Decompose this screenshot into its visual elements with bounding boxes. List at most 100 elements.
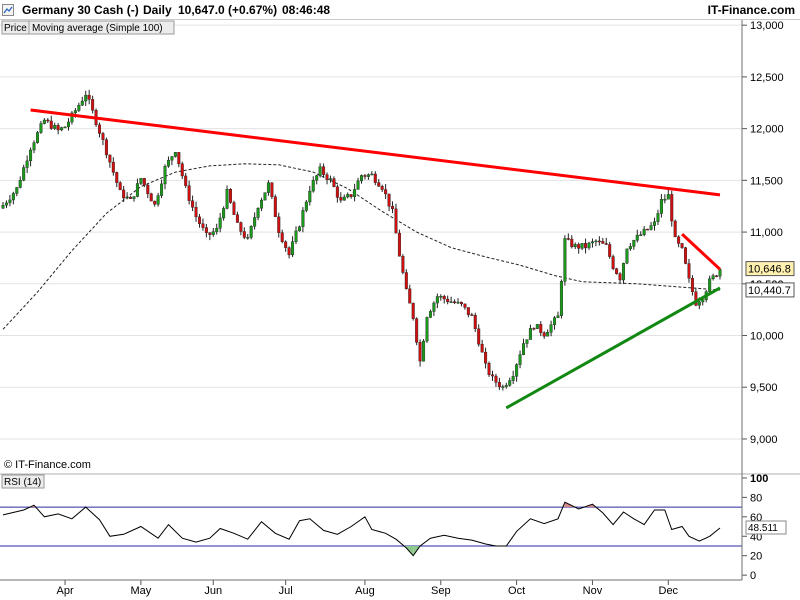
- instrument-title: Germany 30 Cash (-): [22, 3, 139, 17]
- candle: [32, 140, 36, 154]
- candle: [304, 199, 308, 213]
- candle: [63, 126, 67, 129]
- rsi-y-tick-label: 20: [750, 551, 762, 563]
- candle: [308, 185, 312, 206]
- candle: [301, 207, 305, 233]
- resistance-trendline: [681, 233, 722, 271]
- candle: [225, 185, 229, 210]
- candle: [11, 191, 15, 205]
- candle: [653, 217, 657, 231]
- rsi-line: [2, 501, 721, 557]
- y-tick-label: 10,000: [750, 331, 784, 343]
- candle: [208, 232, 212, 241]
- candle: [311, 176, 315, 193]
- candle: [380, 184, 384, 192]
- candle: [170, 156, 174, 166]
- candle: [377, 179, 381, 187]
- candle: [353, 183, 357, 202]
- candle: [504, 382, 508, 389]
- candle: [366, 173, 370, 180]
- legend-ma-box: [28, 20, 175, 35]
- candle: [580, 243, 584, 251]
- candle: [287, 246, 291, 259]
- interval-label: Daily: [143, 3, 172, 17]
- candle: [656, 209, 660, 225]
- candle: [556, 311, 560, 318]
- candle: [325, 172, 329, 185]
- candle: [139, 178, 143, 186]
- candle: [384, 184, 388, 199]
- candle: [77, 102, 81, 113]
- candle: [125, 192, 129, 200]
- candle: [246, 233, 250, 240]
- candle: [363, 174, 367, 180]
- candle: [559, 279, 563, 319]
- candle: [394, 203, 398, 234]
- y-tick-label: 13,000: [750, 20, 784, 32]
- candle: [149, 192, 153, 202]
- candle: [708, 275, 712, 295]
- candle: [56, 123, 60, 135]
- last-price-tag: 10,646.8: [748, 264, 791, 276]
- candle: [535, 324, 539, 329]
- candle: [587, 241, 591, 250]
- candle: [597, 236, 601, 246]
- candle: [415, 317, 419, 346]
- candle: [194, 201, 198, 222]
- candle: [66, 118, 70, 131]
- candle: [332, 176, 336, 188]
- candle: [690, 275, 694, 296]
- price-axis: 9,0009,50010,00010,50011,00011,50012,000…: [742, 20, 784, 446]
- candle: [497, 377, 501, 391]
- candle: [422, 339, 426, 362]
- chart-menu-icon[interactable]: [2, 4, 14, 16]
- candle: [197, 214, 201, 228]
- candle: [294, 226, 298, 245]
- candle: [639, 231, 643, 237]
- candle: [577, 242, 581, 254]
- candle: [428, 309, 432, 318]
- candle: [142, 177, 146, 188]
- candle: [156, 192, 160, 207]
- candle: [584, 238, 588, 254]
- candle: [46, 118, 50, 123]
- candle: [715, 275, 719, 278]
- rsi-value-tag: [745, 520, 787, 535]
- candle: [473, 312, 477, 332]
- candles: [1, 89, 722, 391]
- time-axis: Apr May Jun Jul Aug Sep Oct Nov Dec: [0, 579, 742, 597]
- candle: [35, 130, 39, 144]
- candle: [218, 212, 222, 233]
- y-tick-label: 12,500: [750, 72, 784, 84]
- x-tick-label: Nov: [583, 585, 603, 597]
- candle: [315, 174, 319, 185]
- candle: [391, 201, 395, 214]
- candle: [525, 339, 529, 348]
- candle: [518, 350, 522, 369]
- candle: [546, 329, 550, 337]
- candle: [673, 219, 677, 238]
- candle: [635, 229, 639, 243]
- candle: [625, 248, 629, 265]
- candle: [477, 324, 481, 347]
- candle: [608, 241, 612, 259]
- legend-price-label: Price: [4, 23, 27, 34]
- y-tick-label: 11,500: [750, 175, 783, 187]
- candle: [346, 192, 350, 199]
- candle: [663, 194, 667, 204]
- candle: [549, 320, 553, 337]
- candle: [342, 194, 346, 201]
- candle: [404, 269, 408, 290]
- candle: [284, 240, 288, 252]
- candle: [318, 163, 322, 178]
- y-tick-label: 11,000: [750, 227, 783, 239]
- candle: [177, 152, 181, 168]
- candle: [111, 157, 115, 176]
- y-tick-label: 9,500: [750, 382, 778, 394]
- candle: [621, 262, 625, 284]
- candle: [439, 294, 443, 301]
- x-tick-label: Jun: [204, 585, 222, 597]
- candle: [39, 121, 43, 134]
- candle: [563, 235, 567, 286]
